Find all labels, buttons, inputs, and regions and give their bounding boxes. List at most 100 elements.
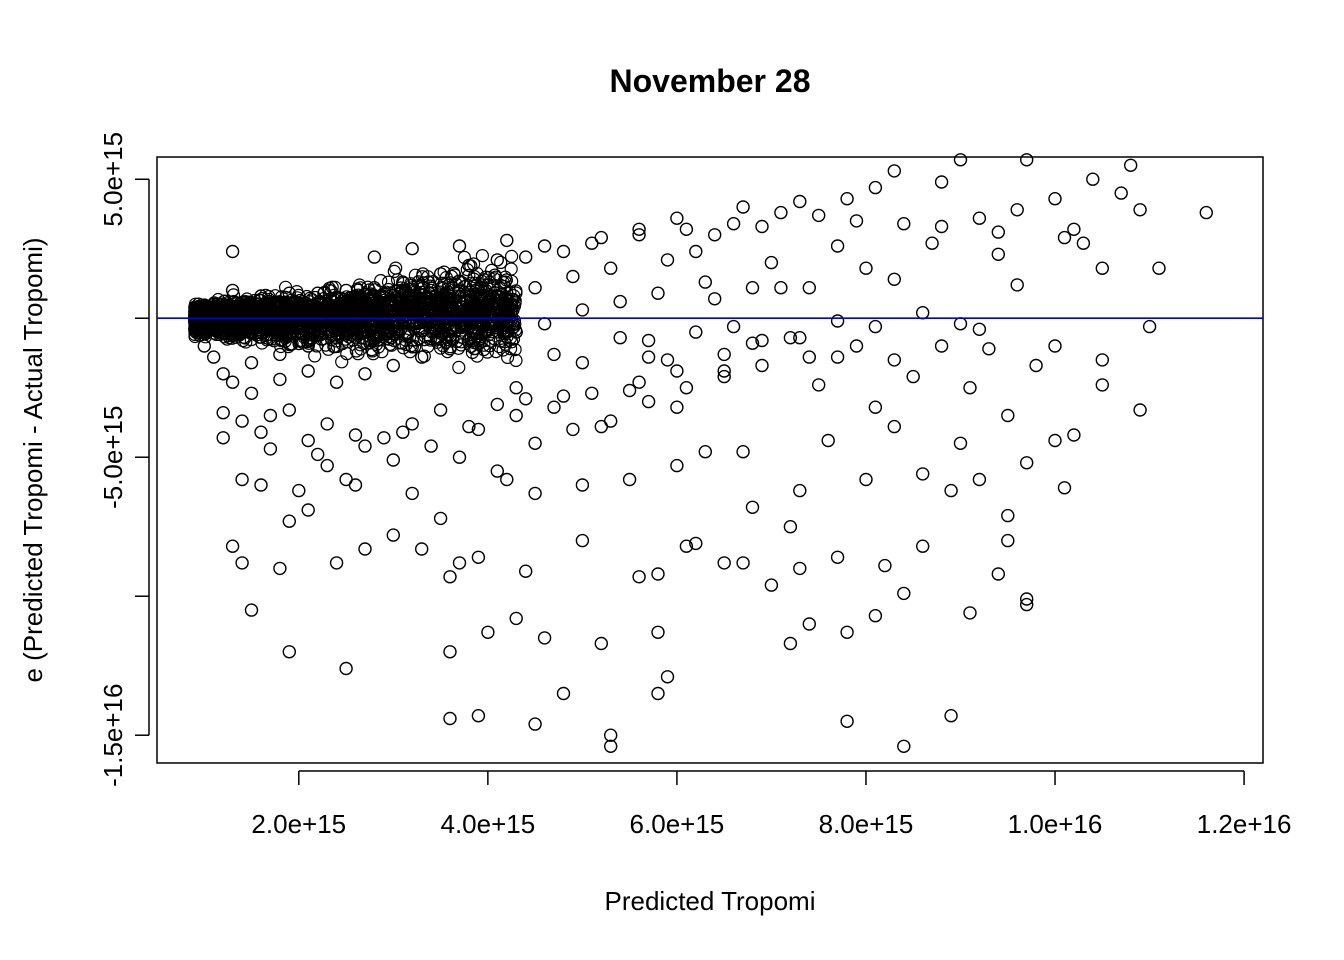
data-point bbox=[425, 295, 439, 309]
data-point bbox=[1057, 230, 1072, 245]
data-point bbox=[868, 319, 883, 334]
data-point bbox=[604, 739, 618, 753]
data-point bbox=[717, 556, 731, 570]
data-point bbox=[338, 328, 352, 342]
data-point bbox=[1019, 597, 1034, 612]
data-point bbox=[793, 561, 807, 576]
data-point bbox=[494, 255, 508, 269]
data-point bbox=[340, 315, 354, 329]
data-point bbox=[361, 280, 375, 294]
data-point bbox=[432, 299, 446, 313]
data-point bbox=[320, 458, 334, 473]
data-point bbox=[726, 319, 741, 334]
data-point bbox=[1019, 153, 1034, 167]
data-point bbox=[195, 313, 209, 327]
data-point bbox=[934, 339, 949, 353]
data-point bbox=[452, 450, 467, 464]
data-point bbox=[219, 310, 233, 324]
x-axis-label: Predicted Tropomi bbox=[605, 886, 816, 916]
data-point bbox=[1010, 203, 1024, 217]
data-point bbox=[415, 542, 429, 556]
data-point bbox=[793, 194, 807, 209]
data-point bbox=[386, 453, 400, 467]
data-point bbox=[501, 350, 515, 364]
data-point bbox=[358, 542, 372, 556]
data-point bbox=[498, 321, 512, 335]
data-point bbox=[506, 289, 521, 303]
data-point bbox=[386, 358, 400, 373]
data-point bbox=[585, 236, 599, 250]
data-point bbox=[452, 239, 467, 253]
data-point bbox=[399, 338, 413, 352]
data-point bbox=[474, 334, 488, 348]
data-point bbox=[389, 261, 403, 275]
data-point bbox=[622, 383, 637, 398]
data-point bbox=[1133, 403, 1147, 417]
data-point bbox=[594, 636, 608, 651]
data-point bbox=[878, 558, 892, 573]
data-point bbox=[417, 349, 431, 363]
data-point bbox=[405, 241, 419, 256]
data-point bbox=[1029, 358, 1043, 373]
data-point bbox=[1123, 158, 1138, 173]
data-point bbox=[840, 714, 854, 728]
data-point bbox=[1048, 433, 1062, 448]
data-point bbox=[380, 314, 394, 328]
data-point bbox=[452, 360, 466, 374]
data-point bbox=[353, 319, 368, 333]
data-point bbox=[802, 281, 816, 295]
data-point bbox=[277, 299, 291, 314]
plot-area-frame bbox=[156, 156, 1264, 764]
data-point bbox=[887, 353, 901, 367]
data-point bbox=[783, 636, 798, 651]
data-point bbox=[477, 291, 491, 305]
data-point bbox=[330, 290, 344, 304]
data-point bbox=[279, 280, 293, 294]
data-point bbox=[273, 561, 287, 576]
data-point bbox=[793, 483, 807, 498]
data-point bbox=[849, 214, 864, 228]
data-point bbox=[717, 347, 731, 362]
data-point bbox=[354, 342, 368, 356]
data-point bbox=[471, 550, 486, 564]
data-point bbox=[840, 191, 854, 206]
data-point bbox=[509, 611, 523, 626]
data-point bbox=[604, 261, 618, 275]
data-point bbox=[972, 322, 987, 336]
data-point bbox=[449, 308, 463, 322]
data-point bbox=[670, 400, 684, 414]
data-point bbox=[491, 290, 505, 304]
data-point bbox=[503, 299, 518, 313]
data-point bbox=[358, 439, 372, 453]
data-point bbox=[244, 603, 259, 617]
data-point bbox=[188, 304, 202, 318]
data-point bbox=[755, 358, 769, 373]
data-point bbox=[327, 303, 341, 317]
data-point bbox=[283, 327, 297, 341]
data-point bbox=[465, 345, 479, 359]
data-point bbox=[830, 239, 845, 253]
data-point bbox=[500, 233, 514, 248]
data-point bbox=[566, 422, 580, 437]
data-point bbox=[464, 331, 478, 345]
data-point bbox=[280, 307, 294, 321]
data-point bbox=[311, 447, 325, 462]
data-point bbox=[289, 309, 303, 323]
data-point bbox=[348, 428, 363, 442]
data-point bbox=[887, 419, 901, 434]
data-point bbox=[405, 295, 419, 309]
data-point bbox=[906, 369, 920, 384]
data-point bbox=[481, 625, 495, 639]
data-point bbox=[830, 314, 845, 328]
x-tick-label: 4.0e+15 bbox=[440, 809, 535, 839]
data-point bbox=[471, 422, 486, 437]
data-point bbox=[632, 228, 646, 242]
data-point bbox=[528, 486, 542, 501]
data-point bbox=[442, 328, 456, 342]
data-point bbox=[276, 306, 290, 320]
data-point bbox=[405, 486, 419, 501]
data-point bbox=[726, 216, 741, 231]
data-point bbox=[282, 645, 296, 659]
data-point bbox=[274, 339, 288, 354]
